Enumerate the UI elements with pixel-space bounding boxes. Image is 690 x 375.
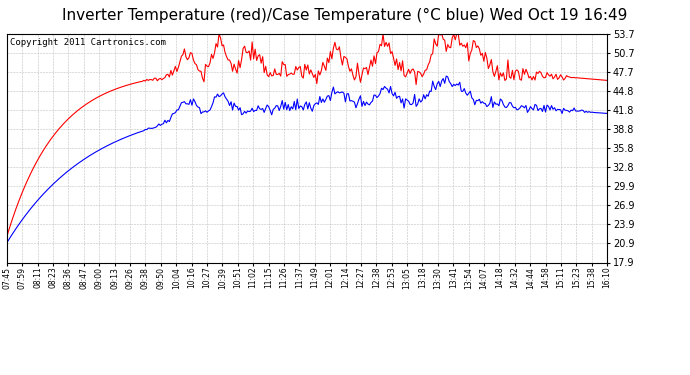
Text: Inverter Temperature (red)/Case Temperature (°C blue) Wed Oct 19 16:49: Inverter Temperature (red)/Case Temperat… <box>62 8 628 22</box>
Text: Copyright 2011 Cartronics.com: Copyright 2011 Cartronics.com <box>10 38 166 47</box>
